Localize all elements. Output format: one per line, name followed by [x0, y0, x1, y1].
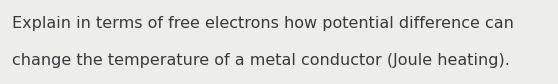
Text: change the temperature of a metal conductor (Joule heating).: change the temperature of a metal conduc…: [12, 53, 510, 68]
Text: Explain in terms of free electrons how potential difference can: Explain in terms of free electrons how p…: [12, 16, 514, 31]
